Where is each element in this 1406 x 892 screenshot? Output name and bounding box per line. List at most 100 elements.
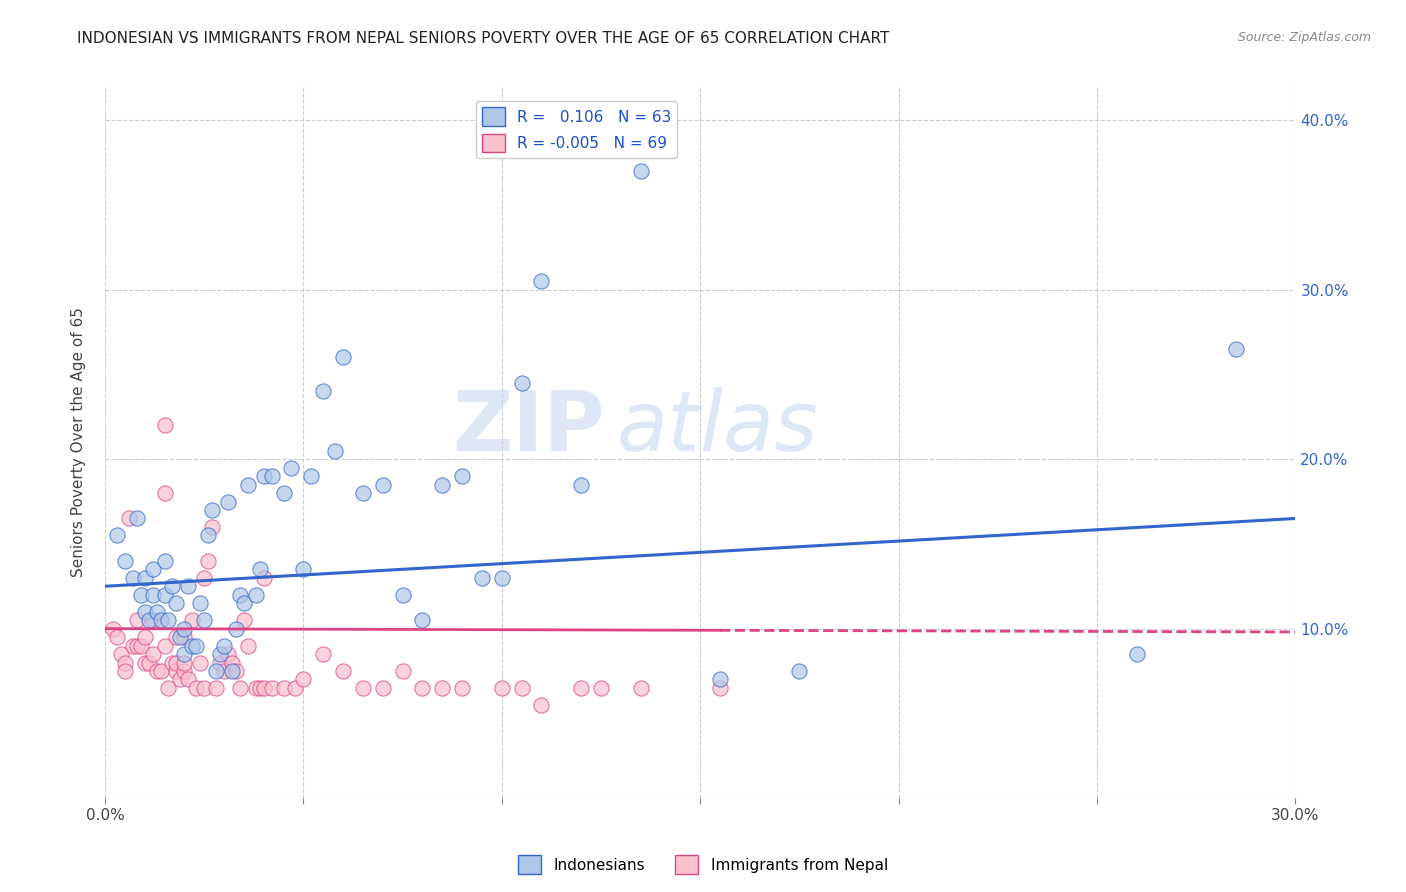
Point — [312, 384, 335, 399]
Point — [471, 571, 494, 585]
Point — [153, 588, 176, 602]
Point — [1125, 647, 1147, 661]
Point — [245, 588, 267, 602]
Point — [105, 630, 128, 644]
Point — [312, 647, 335, 661]
Point — [530, 698, 553, 712]
Point — [332, 664, 354, 678]
Point — [149, 613, 172, 627]
Point — [125, 639, 148, 653]
Point — [153, 554, 176, 568]
Point — [491, 571, 513, 585]
Point — [630, 164, 652, 178]
Point — [173, 630, 195, 644]
Point — [142, 647, 165, 661]
Point — [451, 469, 474, 483]
Point — [169, 630, 191, 644]
Text: INDONESIAN VS IMMIGRANTS FROM NEPAL SENIORS POVERTY OVER THE AGE OF 65 CORRELATI: INDONESIAN VS IMMIGRANTS FROM NEPAL SENI… — [77, 31, 890, 46]
Point — [193, 613, 215, 627]
Point — [221, 656, 243, 670]
Point — [205, 664, 228, 678]
Point — [232, 613, 254, 627]
Point — [232, 596, 254, 610]
Point — [569, 477, 592, 491]
Point — [153, 639, 176, 653]
Point — [249, 562, 271, 576]
Point — [299, 469, 322, 483]
Point — [149, 664, 172, 678]
Point — [530, 274, 553, 288]
Point — [134, 571, 156, 585]
Point — [110, 647, 132, 661]
Point — [181, 639, 204, 653]
Text: Source: ZipAtlas.com: Source: ZipAtlas.com — [1237, 31, 1371, 45]
Point — [165, 664, 187, 678]
Point — [162, 579, 184, 593]
Point — [205, 681, 228, 695]
Point — [510, 376, 533, 390]
Point — [284, 681, 307, 695]
Point — [411, 613, 433, 627]
Point — [391, 588, 413, 602]
Point — [134, 656, 156, 670]
Point — [1225, 342, 1247, 356]
Point — [165, 630, 187, 644]
Point — [236, 477, 259, 491]
Point — [323, 443, 346, 458]
Point — [432, 681, 454, 695]
Point — [157, 613, 180, 627]
Point — [153, 486, 176, 500]
Point — [177, 673, 200, 687]
Text: atlas: atlas — [617, 387, 818, 468]
Point — [101, 622, 124, 636]
Point — [186, 639, 208, 653]
Point — [332, 351, 354, 365]
Point — [245, 681, 267, 695]
Point — [709, 681, 731, 695]
Point — [129, 639, 152, 653]
Point — [236, 639, 259, 653]
Point — [225, 664, 247, 678]
Point — [789, 664, 811, 678]
Point — [145, 605, 167, 619]
Point — [569, 681, 592, 695]
Point — [253, 571, 276, 585]
Point — [125, 511, 148, 525]
Point — [201, 503, 224, 517]
Point — [114, 656, 136, 670]
Point — [134, 630, 156, 644]
Point — [273, 681, 295, 695]
Point — [249, 681, 271, 695]
Point — [510, 681, 533, 695]
Legend: Indonesians, Immigrants from Nepal: Indonesians, Immigrants from Nepal — [512, 849, 894, 880]
Point — [162, 656, 184, 670]
Point — [212, 639, 235, 653]
Point — [225, 622, 247, 636]
Point — [188, 656, 211, 670]
Point — [260, 469, 283, 483]
Point — [173, 647, 195, 661]
Point — [432, 477, 454, 491]
Point — [212, 664, 235, 678]
Point — [173, 664, 195, 678]
Point — [352, 486, 374, 500]
Point — [165, 656, 187, 670]
Point — [142, 613, 165, 627]
Point — [138, 613, 160, 627]
Point — [177, 579, 200, 593]
Point — [253, 681, 276, 695]
Point — [118, 511, 141, 525]
Point — [165, 596, 187, 610]
Point — [121, 639, 143, 653]
Point — [217, 494, 239, 508]
Point — [371, 477, 394, 491]
Point — [371, 681, 394, 695]
Point — [451, 681, 474, 695]
Point — [292, 562, 315, 576]
Point — [188, 596, 211, 610]
Point — [181, 613, 204, 627]
Point — [197, 528, 219, 542]
Point — [491, 681, 513, 695]
Point — [114, 664, 136, 678]
Point — [292, 673, 315, 687]
